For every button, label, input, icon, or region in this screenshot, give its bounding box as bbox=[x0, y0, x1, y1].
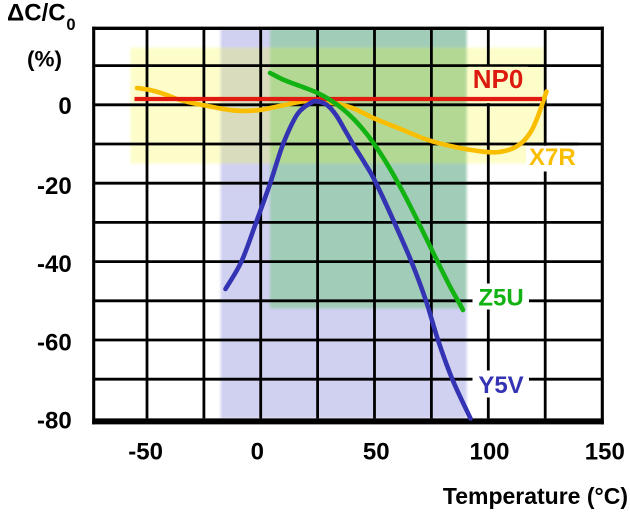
svg-text:-60: -60 bbox=[37, 329, 72, 356]
svg-text:Temperature (°C): Temperature (°C) bbox=[443, 483, 628, 509]
svg-text:(%): (%) bbox=[27, 47, 62, 72]
svg-text:0: 0 bbox=[251, 439, 264, 466]
svg-text:-20: -20 bbox=[37, 173, 72, 200]
svg-text:150: 150 bbox=[585, 439, 625, 466]
svg-text:NP0: NP0 bbox=[473, 64, 524, 94]
svg-text:Z5U: Z5U bbox=[478, 285, 523, 312]
svg-text:0: 0 bbox=[66, 16, 75, 34]
svg-text:ΔC/C: ΔC/C bbox=[7, 0, 66, 26]
svg-text:0: 0 bbox=[58, 93, 71, 120]
svg-text:X7R: X7R bbox=[529, 144, 576, 171]
svg-text:50: 50 bbox=[363, 439, 390, 466]
svg-text:Y5V: Y5V bbox=[478, 372, 523, 399]
svg-text:-80: -80 bbox=[37, 407, 72, 434]
svg-text:-40: -40 bbox=[37, 251, 72, 278]
svg-text:-50: -50 bbox=[128, 439, 163, 466]
svg-text:100: 100 bbox=[469, 439, 509, 466]
